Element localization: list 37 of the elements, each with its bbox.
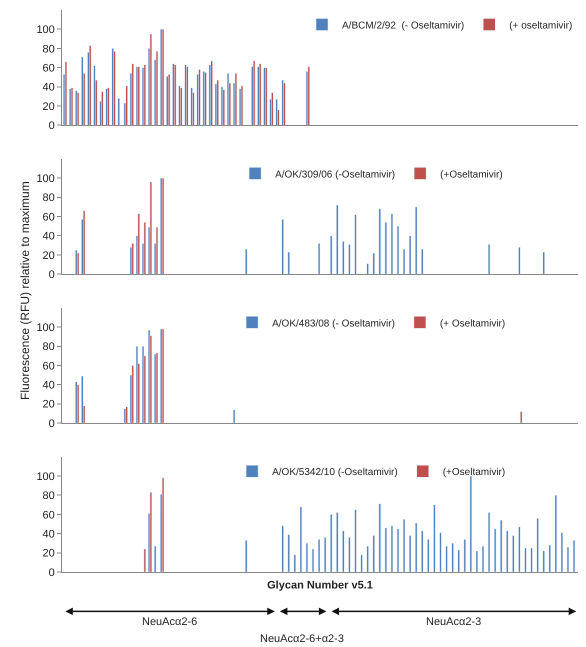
y-tick-label: 40 <box>42 230 55 243</box>
text: NeuAcα2-6 <box>142 616 198 628</box>
y-tick-label: 20 <box>42 250 55 262</box>
y-tick-label: 60 <box>42 62 55 74</box>
y-tick-label: 100 <box>36 322 55 334</box>
legend-label: A/OK/309/06 (-Oseltamivir) <box>275 169 396 180</box>
legend-label: A/OK/483/08 (- Oseltamivir) <box>272 318 395 330</box>
text: NeuAcα2-6+α2-3 <box>260 633 344 645</box>
y-tick-label: 80 <box>42 490 55 502</box>
y-tick-label: 0 <box>48 566 55 579</box>
legend-label: A/BCM/2/92 (- Oseltamivir) <box>342 20 464 32</box>
y-tick-label: 80 <box>42 192 55 204</box>
y-tick-label: 20 <box>42 548 55 560</box>
y-tick-label: 0 <box>48 268 55 281</box>
x-axis-title: Glycan Number v5.1 <box>267 580 373 592</box>
y-tick-label: 40 <box>42 380 55 392</box>
text: NeuAcα2-3 <box>426 616 482 628</box>
y-tick-label: 60 <box>42 509 55 522</box>
y-tick-label: 0 <box>48 120 55 132</box>
y-tick-label: 80 <box>42 43 55 56</box>
y-tick-label: 20 <box>42 100 55 113</box>
y-tick-label: 100 <box>36 24 55 36</box>
y-tick-label: 100 <box>36 470 55 483</box>
legend-label: (+Oseltamivir) <box>442 467 506 478</box>
y-tick-label: 0 <box>48 418 55 430</box>
legend-label: (+ Oseltamivir) <box>440 318 506 330</box>
legend-label: (+ oseltamivir) <box>509 20 572 32</box>
y-tick-label: 40 <box>42 528 55 540</box>
y-tick-label: 80 <box>42 341 55 354</box>
y-tick-label: 60 <box>42 360 55 372</box>
text: Fluorescence (RFU) relative to maximum <box>18 181 32 400</box>
y-tick-label: 100 <box>36 172 55 185</box>
y-tick-label: 20 <box>42 398 55 411</box>
legend-label: (+Oseltamivir) <box>440 169 503 180</box>
y-tick-label: 60 <box>42 211 55 224</box>
y-tick-label: 40 <box>42 82 55 94</box>
legend-label: A/OK/5342/10 (-Oseltamivir) <box>272 467 398 478</box>
